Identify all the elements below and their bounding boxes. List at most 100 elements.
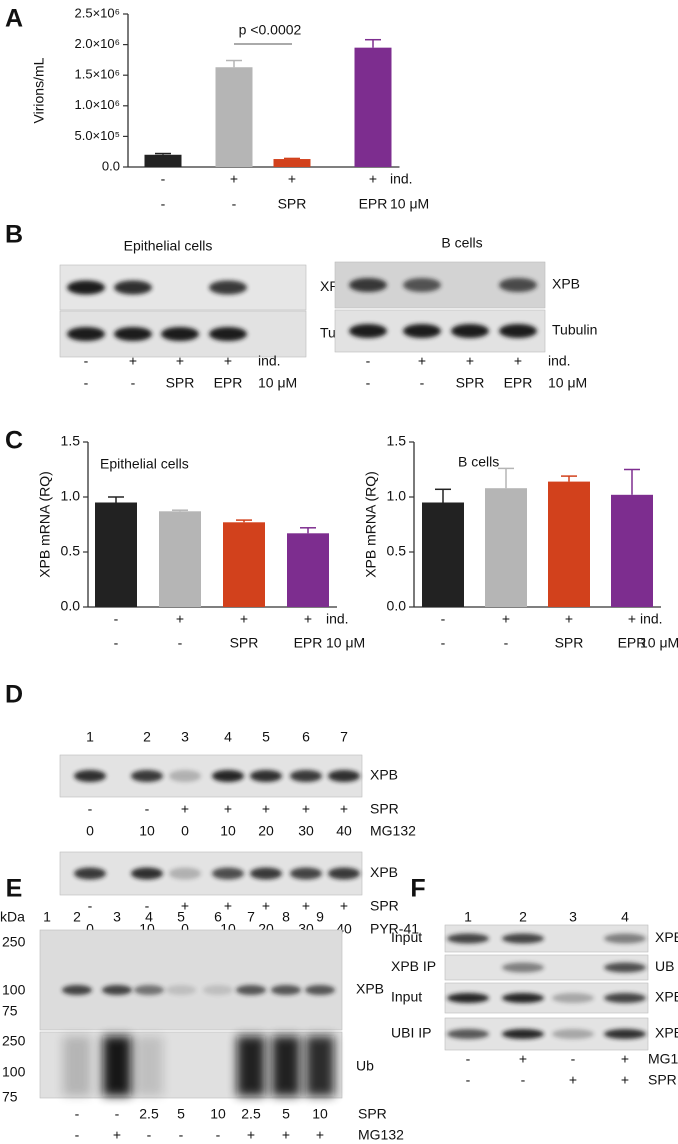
x-tick-label: - <box>441 635 446 651</box>
row-label: SPR <box>370 801 399 817</box>
lane-condition: - <box>466 1072 471 1088</box>
lane-number: 4 <box>145 909 153 925</box>
band-label: XPB <box>356 981 384 997</box>
lane-condition: - <box>147 1127 152 1143</box>
row-label: SPR <box>370 898 399 914</box>
lane-number: 5 <box>262 729 270 745</box>
bar <box>548 481 590 607</box>
blot-band <box>502 1029 544 1039</box>
x-tick-label: EPR <box>294 635 323 651</box>
lane-condition: - <box>115 1106 120 1122</box>
row-label: MG132 <box>358 1127 404 1143</box>
annotation: p <0.0002 <box>239 22 302 38</box>
blot-band <box>209 280 247 295</box>
lane-condition: + <box>340 801 348 817</box>
chart-title: B cells <box>458 454 499 470</box>
band-label: UB <box>655 958 674 974</box>
row-label: ind. <box>258 353 281 369</box>
bar <box>144 154 182 167</box>
row-label: 10 μM <box>258 375 297 391</box>
x-tick-label: + <box>502 611 510 627</box>
x-tick-label: - <box>441 611 446 627</box>
blot-title: B cells <box>441 235 482 251</box>
lane-condition: - <box>84 353 89 369</box>
row-label: ind. <box>548 353 571 369</box>
band-label: XPB <box>370 767 398 783</box>
lane-condition: + <box>224 898 232 914</box>
lane-condition: 30 <box>298 823 314 839</box>
blot-band <box>74 867 106 880</box>
lane-number: 9 <box>316 909 324 925</box>
row-label: MG132 <box>370 823 416 839</box>
strip-label: XPB IP <box>391 958 436 974</box>
x-tick-label: + <box>230 171 238 187</box>
band-label: Ub <box>356 1058 374 1074</box>
blot-band <box>131 867 163 880</box>
blot-band <box>552 993 594 1003</box>
lane-condition: 10 <box>220 823 236 839</box>
lane-condition: EPR <box>504 375 533 391</box>
blot-band <box>502 962 544 973</box>
lane-condition: + <box>282 1127 290 1143</box>
x-tick-label: - <box>114 611 119 627</box>
lane-number: 2 <box>143 729 151 745</box>
lane-condition: + <box>621 1051 629 1067</box>
blot-band <box>134 985 164 995</box>
lane-condition: + <box>129 353 137 369</box>
ub-smear <box>237 1036 265 1096</box>
blot-band <box>236 985 266 995</box>
lane-condition: - <box>145 801 150 817</box>
band-label: XPB <box>655 989 678 1005</box>
y-tick-label: 1.5 <box>61 433 81 449</box>
blot-band <box>62 985 92 995</box>
y-axis-label: Virions/mL <box>31 57 47 123</box>
row-label: ind. <box>326 611 349 627</box>
lane-condition: - <box>75 1127 80 1143</box>
lane-condition: + <box>514 353 522 369</box>
marker-label: 75 <box>2 1003 18 1019</box>
lane-condition: 20 <box>258 823 274 839</box>
blot-title: Epithelial cells <box>124 238 213 254</box>
lane-condition: + <box>181 898 189 914</box>
y-tick-label: 0.5 <box>61 543 81 559</box>
panel-label: E <box>6 875 23 903</box>
x-tick-label: - <box>232 196 237 212</box>
chart-title: Epithelial cells <box>100 456 189 472</box>
blot-band <box>403 278 441 292</box>
band-label: XPB <box>655 929 678 945</box>
lane-condition: + <box>224 801 232 817</box>
y-tick-label: 0.0 <box>61 598 81 614</box>
lane-condition: 0 <box>86 823 94 839</box>
x-tick-label: + <box>288 171 296 187</box>
lane-condition: - <box>145 898 150 914</box>
row-label: 10 μM <box>390 196 429 212</box>
lane-condition: - <box>84 375 89 391</box>
blot-band <box>212 867 244 880</box>
bar <box>95 502 137 607</box>
y-axis-label: XPB mRNA (RQ) <box>363 471 379 578</box>
lane-condition: - <box>521 1072 526 1088</box>
panel-label: C <box>5 427 23 455</box>
x-tick-label: + <box>628 611 636 627</box>
bar <box>354 47 392 167</box>
x-tick-label: + <box>369 171 377 187</box>
x-tick-label: - <box>504 635 509 651</box>
x-tick-label: SPR <box>230 635 259 651</box>
lane-condition: + <box>176 353 184 369</box>
lane-number: 2 <box>73 909 81 925</box>
blot-band <box>203 985 233 995</box>
lane-condition: 5 <box>177 1106 185 1122</box>
blot-band <box>212 770 244 782</box>
blot-band <box>447 1029 489 1039</box>
lane-condition: + <box>466 353 474 369</box>
lane-number: 2 <box>519 909 527 925</box>
x-tick-label: EPR <box>618 635 647 651</box>
band-label: XPB <box>552 276 580 292</box>
lane-condition: + <box>181 801 189 817</box>
blot-band <box>502 933 544 944</box>
lane-condition: 10 <box>312 1106 328 1122</box>
bar <box>223 522 265 607</box>
lane-condition: + <box>262 801 270 817</box>
blot-band <box>114 280 152 295</box>
